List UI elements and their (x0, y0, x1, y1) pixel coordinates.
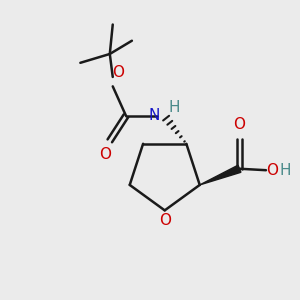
Text: O: O (233, 117, 245, 132)
Text: O: O (159, 213, 171, 228)
Text: O: O (112, 65, 124, 80)
Text: N: N (148, 108, 160, 123)
Text: O: O (267, 163, 279, 178)
Text: H: H (279, 163, 291, 178)
Text: H: H (169, 100, 180, 115)
Polygon shape (200, 165, 241, 185)
Text: O: O (99, 147, 111, 162)
